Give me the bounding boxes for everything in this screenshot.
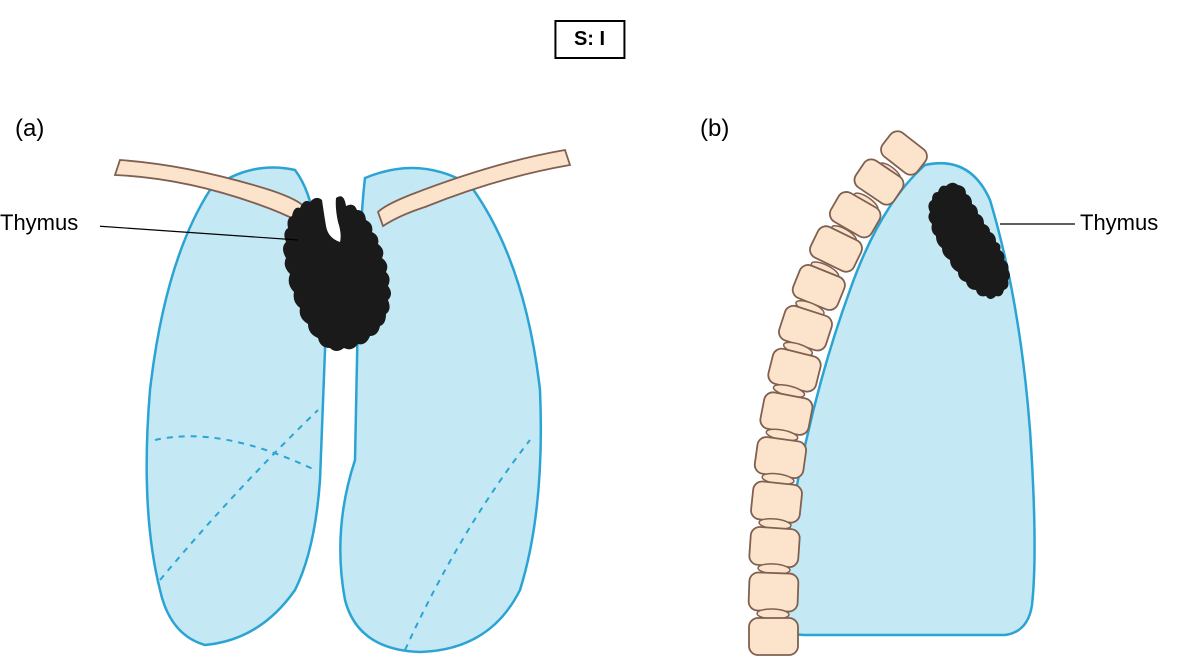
- header-box: S: I: [554, 20, 625, 59]
- vertebra-13: [749, 618, 798, 655]
- header-text: S: I: [574, 28, 605, 50]
- vertebra-8: [759, 391, 814, 443]
- panel-a-label: (a): [15, 115, 44, 143]
- panel-b-diagram: [720, 130, 1120, 665]
- panel-a-diagram: [100, 130, 600, 665]
- thymus-label-a: Thymus: [0, 210, 78, 236]
